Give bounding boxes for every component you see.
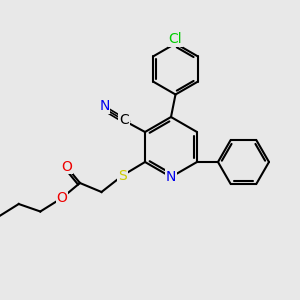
Text: O: O [56, 191, 68, 205]
Text: N: N [166, 170, 176, 184]
Text: C: C [119, 113, 129, 127]
Text: N: N [99, 99, 110, 113]
Text: S: S [118, 169, 127, 182]
Text: O: O [61, 160, 72, 173]
Text: Cl: Cl [169, 32, 182, 46]
